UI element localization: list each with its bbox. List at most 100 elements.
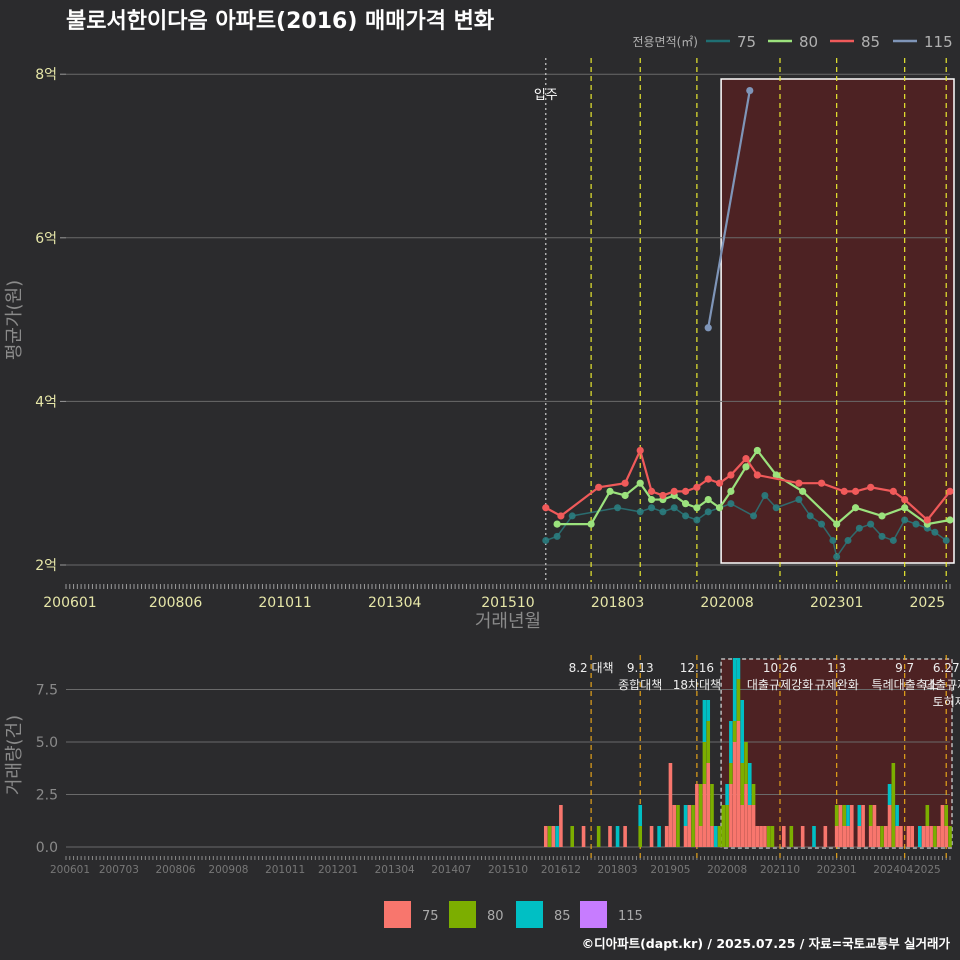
point-85	[901, 495, 909, 504]
point-80	[715, 504, 724, 512]
point-80	[901, 504, 909, 512]
point-80	[647, 495, 656, 504]
volume-bar-75	[868, 826, 873, 847]
volume-bar-75	[849, 805, 854, 847]
volume-x-tick-label: 200908	[208, 864, 248, 876]
segment-75	[798, 499, 811, 517]
segment-75	[892, 519, 906, 541]
point-85	[659, 491, 667, 500]
volume-bar-75	[695, 784, 699, 847]
volume-bar-80	[834, 805, 839, 826]
y-tick-label: 2억	[35, 558, 57, 574]
point-85	[542, 504, 550, 512]
volume-bar-75	[668, 763, 673, 847]
segment-75	[662, 507, 675, 513]
x-tick-label: 200601	[43, 595, 96, 611]
point-85	[681, 487, 690, 495]
volume-bar-75	[929, 826, 933, 847]
point-85	[889, 487, 897, 495]
volume-bar-85	[812, 826, 816, 847]
point-85	[727, 471, 735, 479]
volume-bar-80	[925, 805, 930, 826]
volume-x-tick-label: 200601	[50, 864, 90, 876]
volume-bar-80	[751, 784, 756, 805]
volume-x-tick-label: 201612	[541, 864, 581, 876]
segment-75	[881, 535, 894, 542]
volume-bar-80	[729, 763, 733, 784]
volume-bar-75	[751, 805, 756, 847]
volume-bar-75	[834, 826, 839, 847]
volume-bar-80	[891, 763, 896, 847]
volume-legend-swatch-75	[384, 901, 411, 928]
point-85	[840, 487, 848, 495]
y-tick-label: 6억	[35, 231, 57, 247]
volume-x-tick-label: 201304	[375, 864, 415, 876]
segment-75	[572, 507, 618, 517]
chart-title: 불로서한이다음 아파트(2016) 매매가격 변화	[66, 9, 494, 34]
volume-x-tick-label: 200703	[99, 864, 139, 876]
series-line-115	[707, 90, 751, 328]
volume-y-axis-label: 거래량(건)	[4, 715, 25, 795]
volume-bar-75	[936, 826, 941, 847]
segment-75	[926, 527, 936, 533]
volume-x-tick-label: 201510	[488, 864, 528, 876]
point-80	[681, 500, 690, 508]
segment-75	[915, 523, 928, 529]
segment-75	[820, 523, 834, 541]
volume-bar-80	[789, 826, 794, 847]
volume-bar-85	[657, 826, 661, 847]
volume-legend-label-80: 80	[487, 909, 504, 924]
point-85	[621, 479, 629, 487]
legend-label-75: 75	[737, 33, 756, 51]
volume-bar-85	[887, 784, 892, 805]
volume-legend-swatch-80	[449, 901, 476, 928]
segment-75	[685, 515, 698, 521]
segment-75	[639, 507, 652, 513]
point-115	[704, 324, 712, 332]
point-80	[553, 520, 561, 528]
volume-bar-80	[842, 805, 847, 826]
volume-bar-80	[770, 826, 775, 847]
volume-bar-85	[740, 700, 745, 763]
event-label: 9.7	[895, 661, 914, 675]
point-80	[621, 491, 629, 500]
legend-label-80: 80	[799, 33, 818, 51]
segment-75	[870, 523, 883, 537]
event-label-extra: 토허제 해제	[933, 695, 960, 709]
event-label: 1.3	[827, 661, 846, 675]
volume-bar-80	[736, 679, 741, 721]
event-label: 12.16	[680, 661, 714, 675]
volume-bar-80	[880, 826, 884, 847]
x-tick-label: 2025	[910, 595, 946, 611]
volume-bar-75	[925, 826, 930, 847]
volume-bar-80	[547, 826, 552, 847]
area-legend: 전용면적(㎡) 75 80 85 115	[632, 33, 952, 51]
point-85	[742, 455, 750, 463]
volume-bar-75	[623, 826, 627, 847]
volume-y-tick-label: 0.0	[36, 840, 58, 856]
volume-bar-75	[857, 826, 862, 847]
volume-bar-75	[899, 826, 903, 847]
point-85	[946, 487, 954, 495]
point-85	[636, 446, 644, 455]
point-85	[595, 483, 603, 491]
volume-bar-75	[910, 826, 915, 847]
volume-bar-85	[555, 826, 559, 847]
event-label: 대출규제	[924, 678, 960, 692]
volume-legend-swatch-85	[516, 901, 543, 928]
volume-bar-75	[710, 826, 714, 847]
segment-75	[809, 515, 822, 525]
volume-bar-75	[581, 826, 586, 847]
segment-75	[764, 494, 777, 509]
volume-bar-75	[744, 784, 748, 847]
event-label: 특례대출축소	[872, 678, 938, 692]
point-85	[704, 475, 712, 483]
volume-bar-75	[706, 763, 711, 847]
volume-bar-80	[944, 805, 949, 826]
volume-bar-80	[596, 826, 601, 847]
segment-75	[545, 535, 558, 542]
event-label: 10.26	[763, 661, 797, 675]
volume-bar-80	[702, 742, 707, 784]
